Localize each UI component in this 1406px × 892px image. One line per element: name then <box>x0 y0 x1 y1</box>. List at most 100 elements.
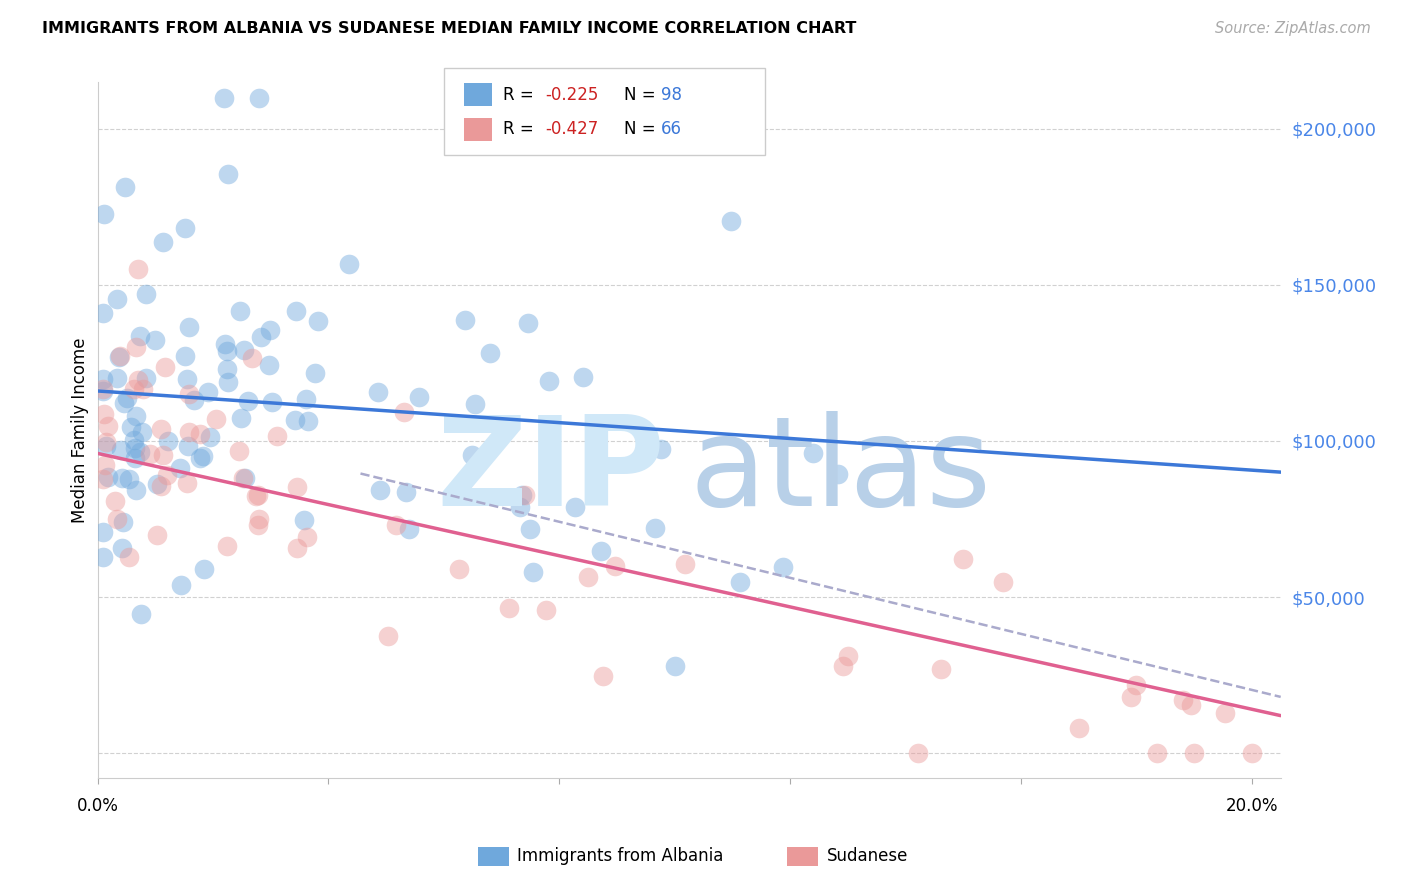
Point <box>370 483 392 498</box>
Point <box>105 292 128 306</box>
Point <box>97 419 120 434</box>
Point <box>105 371 128 385</box>
Text: IMMIGRANTS FROM ALBANIA VS SUDANESE MEDIAN FAMILY INCOME CORRELATION CHART: IMMIGRANTS FROM ALBANIA VS SUDANESE MEDI… <box>42 21 856 37</box>
Point <box>572 369 595 384</box>
Point <box>236 394 259 409</box>
Point <box>115 392 138 406</box>
Point <box>149 422 172 436</box>
Point <box>295 530 318 544</box>
Point <box>1125 678 1147 692</box>
Point <box>176 372 198 386</box>
Point <box>287 541 309 556</box>
Point <box>94 439 117 453</box>
Point <box>284 303 307 318</box>
Point <box>447 562 470 576</box>
Point <box>114 180 136 194</box>
Point <box>152 449 174 463</box>
Point <box>124 340 146 354</box>
Point <box>479 345 502 359</box>
Point <box>247 518 270 533</box>
Point <box>104 494 127 508</box>
Point <box>127 373 149 387</box>
Point <box>664 658 686 673</box>
Point <box>589 544 612 558</box>
Point <box>1119 690 1142 704</box>
Point <box>127 262 149 277</box>
Point <box>217 376 239 390</box>
Point <box>259 324 281 338</box>
Point <box>139 447 162 461</box>
Point <box>93 384 115 398</box>
Text: Source: ZipAtlas.com: Source: ZipAtlas.com <box>1215 21 1371 37</box>
Point <box>177 439 200 453</box>
Point <box>212 90 235 104</box>
Point <box>177 425 200 439</box>
Point <box>218 167 240 181</box>
Point <box>592 669 614 683</box>
Point <box>304 366 326 380</box>
Point <box>93 372 115 386</box>
Point <box>193 562 215 576</box>
Point <box>176 475 198 490</box>
Point <box>124 451 146 466</box>
Point <box>233 343 256 358</box>
Point <box>215 540 238 554</box>
Point <box>498 601 520 615</box>
Text: 0.0%: 0.0% <box>77 797 118 814</box>
Point <box>720 214 742 228</box>
Point <box>1215 706 1237 720</box>
Point <box>772 559 794 574</box>
Point <box>215 343 238 358</box>
Point <box>394 405 416 419</box>
Point <box>564 500 586 515</box>
Point <box>197 384 219 399</box>
Point <box>125 483 148 498</box>
Point <box>451 484 474 499</box>
Text: N =: N = <box>624 120 661 138</box>
Text: 66: 66 <box>661 120 682 138</box>
Point <box>229 304 252 318</box>
Point <box>266 429 288 443</box>
Point <box>118 550 141 565</box>
Text: atlas: atlas <box>689 411 991 533</box>
Point <box>156 468 179 483</box>
Text: R =: R = <box>503 120 540 138</box>
Point <box>287 480 309 494</box>
Point <box>183 392 205 407</box>
Point <box>214 337 236 351</box>
Point <box>367 384 389 399</box>
Point <box>522 565 544 579</box>
Point <box>93 472 115 486</box>
Point <box>129 445 152 459</box>
Point <box>513 487 536 501</box>
Point <box>259 358 281 372</box>
Point <box>108 349 131 363</box>
Point <box>517 316 540 330</box>
Point <box>395 484 418 499</box>
Point <box>131 425 153 439</box>
Point <box>837 648 859 663</box>
Point <box>509 500 531 515</box>
Point <box>146 477 169 491</box>
Point <box>240 351 263 365</box>
Point <box>247 512 270 526</box>
Point <box>135 371 157 385</box>
Point <box>728 574 751 589</box>
Text: Sudanese: Sudanese <box>827 847 908 865</box>
Point <box>118 472 141 486</box>
Point <box>832 659 855 673</box>
Point <box>991 574 1014 589</box>
Point <box>111 515 134 529</box>
Y-axis label: Median Family Income: Median Family Income <box>72 337 89 523</box>
Point <box>1146 746 1168 760</box>
Point <box>245 489 267 503</box>
Point <box>93 407 115 421</box>
Point <box>576 570 599 584</box>
Point <box>157 434 180 449</box>
Point <box>170 577 193 591</box>
Text: -0.225: -0.225 <box>546 86 599 103</box>
Point <box>135 287 157 301</box>
Point <box>229 411 252 425</box>
Point <box>297 414 319 428</box>
Point <box>337 257 360 271</box>
